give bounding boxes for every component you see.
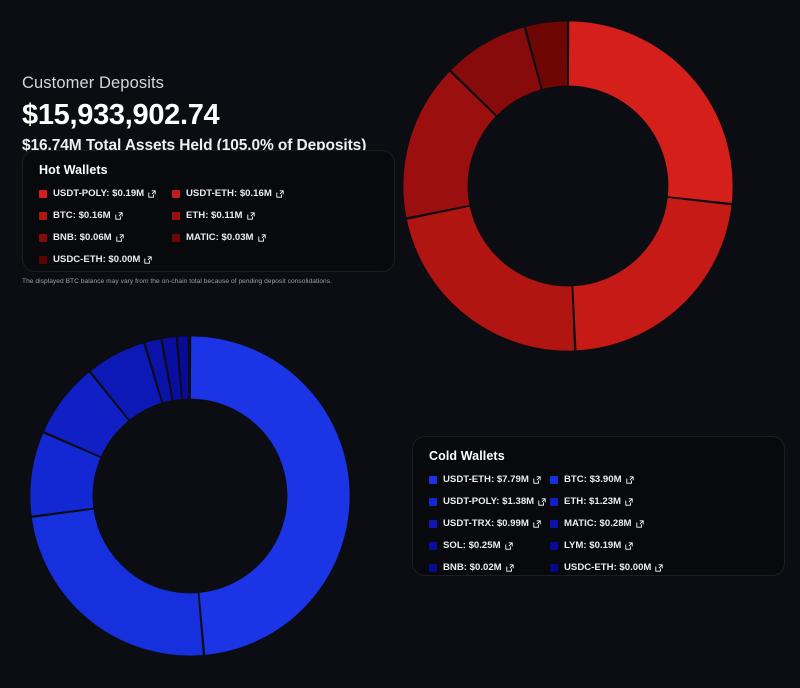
cold-wallets-donut-chart[interactable]: [12, 318, 368, 674]
legend-item-label: ETH: $1.23M: [564, 496, 622, 507]
donut-slice-sol[interactable]: [161, 336, 182, 401]
external-link-icon[interactable]: [504, 541, 513, 550]
external-link-icon[interactable]: [114, 211, 123, 220]
legend-color-swatch: [172, 233, 180, 242]
legend-item-label: USDT-TRX: $0.99M: [443, 518, 529, 529]
external-link-icon[interactable]: [148, 189, 156, 198]
external-link-icon[interactable]: [144, 255, 153, 264]
legend-item-label: USDT-ETH: $7.79M: [443, 474, 529, 485]
hot-wallet-legend-item-usdt-poly[interactable]: USDT-POLY: $0.19M: [39, 188, 172, 199]
cold-wallets-title: Cold Wallets: [429, 449, 505, 463]
legend-item-label: BNB: $0.02M: [443, 562, 502, 573]
hot-wallets-card: Hot Wallets USDT-POLY: $0.19M USDT-ETH: $…: [22, 150, 395, 272]
donut-slice-usdt-eth[interactable]: [190, 335, 351, 656]
legend-item-label: BTC: $0.16M: [53, 210, 111, 221]
legend-color-swatch: [429, 475, 437, 484]
cold-wallet-legend-item-btc[interactable]: BTC: $3.90M: [550, 474, 671, 485]
legend-item-label: BNB: $0.06M: [53, 232, 112, 243]
external-link-icon[interactable]: [635, 519, 644, 528]
legend-color-swatch: [550, 541, 558, 550]
page-title: Customer Deposits: [22, 74, 164, 92]
cold-wallet-legend-item-usdc-eth[interactable]: USDC-ETH: $0.00M: [550, 562, 671, 573]
hot-wallet-legend-item-bnb[interactable]: BNB: $0.06M: [39, 232, 172, 243]
donut-slice-eth[interactable]: [402, 70, 497, 219]
donut-slice-usdt-poly[interactable]: [568, 20, 734, 204]
legend-item-label: BTC: $3.90M: [564, 474, 622, 485]
deposits-amount: $15,933,902.74: [22, 98, 220, 131]
external-link-icon[interactable]: [533, 519, 541, 528]
donut-slice-eth[interactable]: [43, 371, 130, 458]
external-link-icon[interactable]: [506, 563, 514, 572]
legend-color-swatch: [39, 255, 47, 264]
donut-slice-lym[interactable]: [177, 335, 190, 400]
cold-wallet-legend-item-lym[interactable]: LYM: $0.19M: [550, 540, 671, 551]
hot-wallets-title: Hot Wallets: [39, 163, 108, 177]
legend-color-swatch: [172, 211, 180, 220]
hot-wallets-donut-chart[interactable]: [390, 8, 746, 364]
legend-item-label: LYM: $0.19M: [564, 540, 622, 551]
external-link-icon[interactable]: [257, 233, 266, 242]
hot-wallet-legend-item-eth[interactable]: ETH: $0.11M: [172, 210, 305, 221]
external-link-icon[interactable]: [116, 233, 124, 242]
hot-wallet-legend-item-usdc-eth[interactable]: USDC-ETH: $0.00M: [39, 254, 172, 265]
legend-item-label: SOL: $0.25M: [443, 540, 501, 551]
hot-wallet-legend-item-matic[interactable]: MATIC: $0.03M: [172, 232, 305, 243]
cold-wallet-legend-item-usdt-trx[interactable]: USDT-TRX: $0.99M: [429, 518, 550, 529]
donut-slice-usdt-eth[interactable]: [572, 197, 733, 352]
external-link-icon[interactable]: [625, 541, 633, 550]
hot-wallet-legend-item-usdt-eth[interactable]: USDT-ETH: $0.16M: [172, 188, 305, 199]
legend-color-swatch: [39, 189, 47, 198]
hot-wallets-legend: USDT-POLY: $0.19M USDT-ETH: $0.16M BTC: $0…: [23, 177, 394, 276]
external-link-icon[interactable]: [655, 563, 664, 572]
donut-slice-matic[interactable]: [525, 20, 568, 90]
cold-wallet-legend-item-bnb[interactable]: BNB: $0.02M: [429, 562, 550, 573]
legend-item-label: MATIC: $0.28M: [564, 518, 632, 529]
btc-balance-disclaimer: The displayed BTC balance may vary from …: [22, 278, 333, 285]
hot-wallet-legend-item-btc[interactable]: BTC: $0.16M: [39, 210, 172, 221]
legend-color-swatch: [172, 189, 180, 198]
legend-item-label: USDT-POLY: $0.19M: [53, 188, 145, 199]
legend-color-swatch: [429, 497, 437, 506]
external-link-icon[interactable]: [625, 497, 633, 506]
legend-color-swatch: [39, 233, 47, 242]
legend-color-swatch: [550, 563, 558, 572]
cold-wallets-legend: USDT-ETH: $7.79M BTC: $3.90M USDT-POLY: $1…: [413, 463, 784, 584]
legend-color-swatch: [550, 519, 558, 528]
external-link-icon[interactable]: [276, 189, 284, 198]
legend-item-label: ETH: $0.11M: [186, 210, 243, 221]
legend-color-swatch: [550, 497, 558, 506]
donut-slice-usdt-trx[interactable]: [89, 342, 163, 421]
legend-color-swatch: [39, 211, 47, 220]
legend-color-swatch: [429, 541, 437, 550]
external-link-icon[interactable]: [533, 475, 541, 484]
donut-slice-usdt-poly[interactable]: [29, 432, 102, 517]
cold-wallet-legend-item-sol[interactable]: SOL: $0.25M: [429, 540, 550, 551]
legend-color-swatch: [550, 475, 558, 484]
donut-slice-bnb[interactable]: [450, 26, 542, 117]
external-link-icon[interactable]: [625, 475, 634, 484]
donut-slice-btc[interactable]: [31, 508, 204, 657]
legend-item-label: MATIC: $0.03M: [186, 232, 254, 243]
legend-item-label: USDT-ETH: $0.16M: [186, 188, 272, 199]
cold-wallet-legend-item-eth[interactable]: ETH: $1.23M: [550, 496, 671, 507]
cold-wallet-legend-item-usdt-poly[interactable]: USDT-POLY: $1.38M: [429, 496, 550, 507]
legend-color-swatch: [429, 519, 437, 528]
donut-slice-btc[interactable]: [405, 205, 575, 352]
legend-item-label: USDC-ETH: $0.00M: [53, 254, 141, 265]
cold-wallet-legend-item-matic[interactable]: MATIC: $0.28M: [550, 518, 671, 529]
cold-wallets-card: Cold Wallets USDT-ETH: $7.79M BTC: $3.90M…: [412, 436, 785, 576]
external-link-icon[interactable]: [538, 497, 546, 506]
deposits-summary: Customer Deposits $15,933,902.74 $16.74M…: [22, 74, 366, 156]
legend-color-swatch: [429, 563, 437, 572]
legend-item-label: USDT-POLY: $1.38M: [443, 496, 535, 507]
cold-wallet-legend-item-usdt-eth[interactable]: USDT-ETH: $7.79M: [429, 474, 550, 485]
external-link-icon[interactable]: [246, 211, 255, 220]
total-assets-held: $16.74M Total Assets Held (105.0% of Dep…: [22, 137, 367, 155]
legend-item-label: USDC-ETH: $0.00M: [564, 562, 652, 573]
donut-slice-matic[interactable]: [144, 338, 173, 404]
